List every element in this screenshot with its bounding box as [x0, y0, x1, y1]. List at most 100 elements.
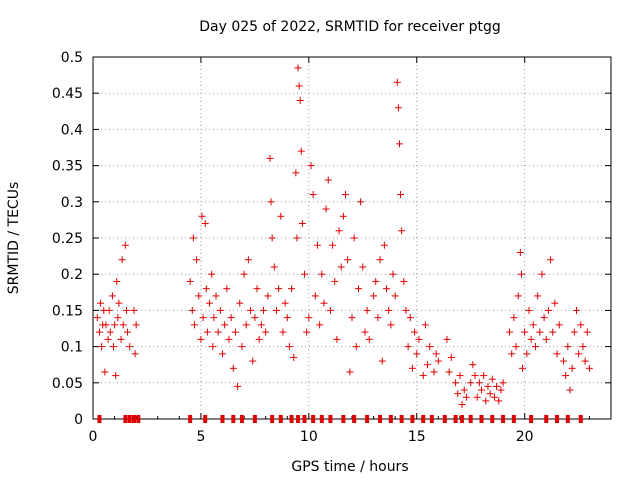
- zero-point: [529, 415, 534, 423]
- y-tick-label: 0.15: [52, 303, 83, 319]
- data-point: [551, 299, 559, 307]
- data-point: [387, 321, 395, 329]
- data-point: [247, 306, 255, 314]
- y-tick-label: 0.45: [52, 86, 83, 102]
- zero-point: [123, 415, 128, 423]
- data-point: [227, 314, 235, 322]
- data-point: [404, 343, 412, 351]
- data-point: [374, 314, 382, 322]
- data-point: [361, 328, 369, 336]
- zero-point: [410, 415, 415, 423]
- data-point: [540, 314, 548, 322]
- data-point: [512, 343, 520, 351]
- data-point: [114, 314, 122, 322]
- data-point: [101, 368, 109, 376]
- y-tick-label: 0.3: [61, 195, 83, 211]
- data-point: [106, 328, 114, 336]
- data-point: [193, 256, 201, 264]
- data-point: [329, 241, 337, 249]
- data-point: [108, 292, 116, 300]
- data-point: [209, 343, 217, 351]
- data-point: [547, 256, 555, 264]
- data-point: [577, 321, 585, 329]
- data-point: [585, 364, 593, 372]
- zero-point: [399, 415, 404, 423]
- data-point: [266, 154, 274, 162]
- data-point: [244, 256, 252, 264]
- data-point: [475, 379, 483, 387]
- data-point: [490, 393, 498, 401]
- zero-point: [239, 415, 244, 423]
- zero-point: [468, 415, 473, 423]
- data-point: [488, 375, 496, 383]
- data-point: [208, 270, 216, 278]
- data-point: [564, 343, 572, 351]
- data-point: [305, 314, 313, 322]
- data-point: [462, 393, 470, 401]
- data-point: [372, 277, 380, 285]
- zero-point: [565, 415, 570, 423]
- data-point: [445, 368, 453, 376]
- data-point: [297, 147, 305, 155]
- data-point: [337, 263, 345, 271]
- data-point: [249, 357, 257, 365]
- zero-point: [429, 415, 434, 423]
- data-point: [572, 306, 580, 314]
- zero-point: [188, 415, 193, 423]
- data-point: [121, 241, 129, 249]
- data-point: [516, 248, 524, 256]
- zero-point: [127, 415, 132, 423]
- data-point: [443, 335, 451, 343]
- data-point: [324, 176, 332, 184]
- data-point: [285, 343, 293, 351]
- data-point: [402, 306, 410, 314]
- zero-point: [203, 415, 208, 423]
- data-point: [510, 314, 518, 322]
- zero-point: [490, 415, 495, 423]
- data-point: [469, 361, 477, 369]
- data-point: [335, 227, 343, 235]
- data-point: [212, 292, 220, 300]
- data-point: [344, 256, 352, 264]
- data-point: [122, 306, 130, 314]
- data-point: [521, 328, 529, 336]
- data-point: [195, 292, 203, 300]
- data-point: [316, 321, 324, 329]
- data-point: [359, 263, 367, 271]
- data-point: [525, 306, 533, 314]
- data-point: [131, 350, 139, 358]
- data-point: [471, 372, 479, 380]
- data-point: [385, 306, 393, 314]
- zero-point: [270, 415, 275, 423]
- data-point: [253, 285, 261, 293]
- data-point: [400, 277, 408, 285]
- data-point: [231, 328, 239, 336]
- data-point: [482, 397, 490, 405]
- data-point: [210, 314, 218, 322]
- data-point: [350, 234, 358, 242]
- zero-point: [220, 415, 225, 423]
- zero-point: [352, 415, 357, 423]
- data-point: [415, 335, 423, 343]
- data-point: [517, 270, 525, 278]
- data-point: [115, 299, 123, 307]
- data-point: [262, 328, 270, 336]
- data-point: [568, 364, 576, 372]
- zero-point: [252, 415, 257, 423]
- data-point: [303, 328, 311, 336]
- data-point: [267, 198, 275, 206]
- data-point: [223, 285, 231, 293]
- y-tick-label: 0.4: [61, 122, 83, 138]
- data-point: [202, 285, 210, 293]
- data-point: [199, 314, 207, 322]
- zero-point: [378, 415, 383, 423]
- data-point: [389, 270, 397, 278]
- data-point: [339, 212, 347, 220]
- data-point: [553, 350, 561, 358]
- x-tick-label: 15: [408, 429, 426, 445]
- data-point: [566, 386, 574, 394]
- zero-point: [555, 415, 560, 423]
- data-point: [225, 335, 233, 343]
- data-point: [257, 321, 265, 329]
- chart-title: Day 025 of 2022, SRMTID for receiver ptg…: [199, 19, 501, 35]
